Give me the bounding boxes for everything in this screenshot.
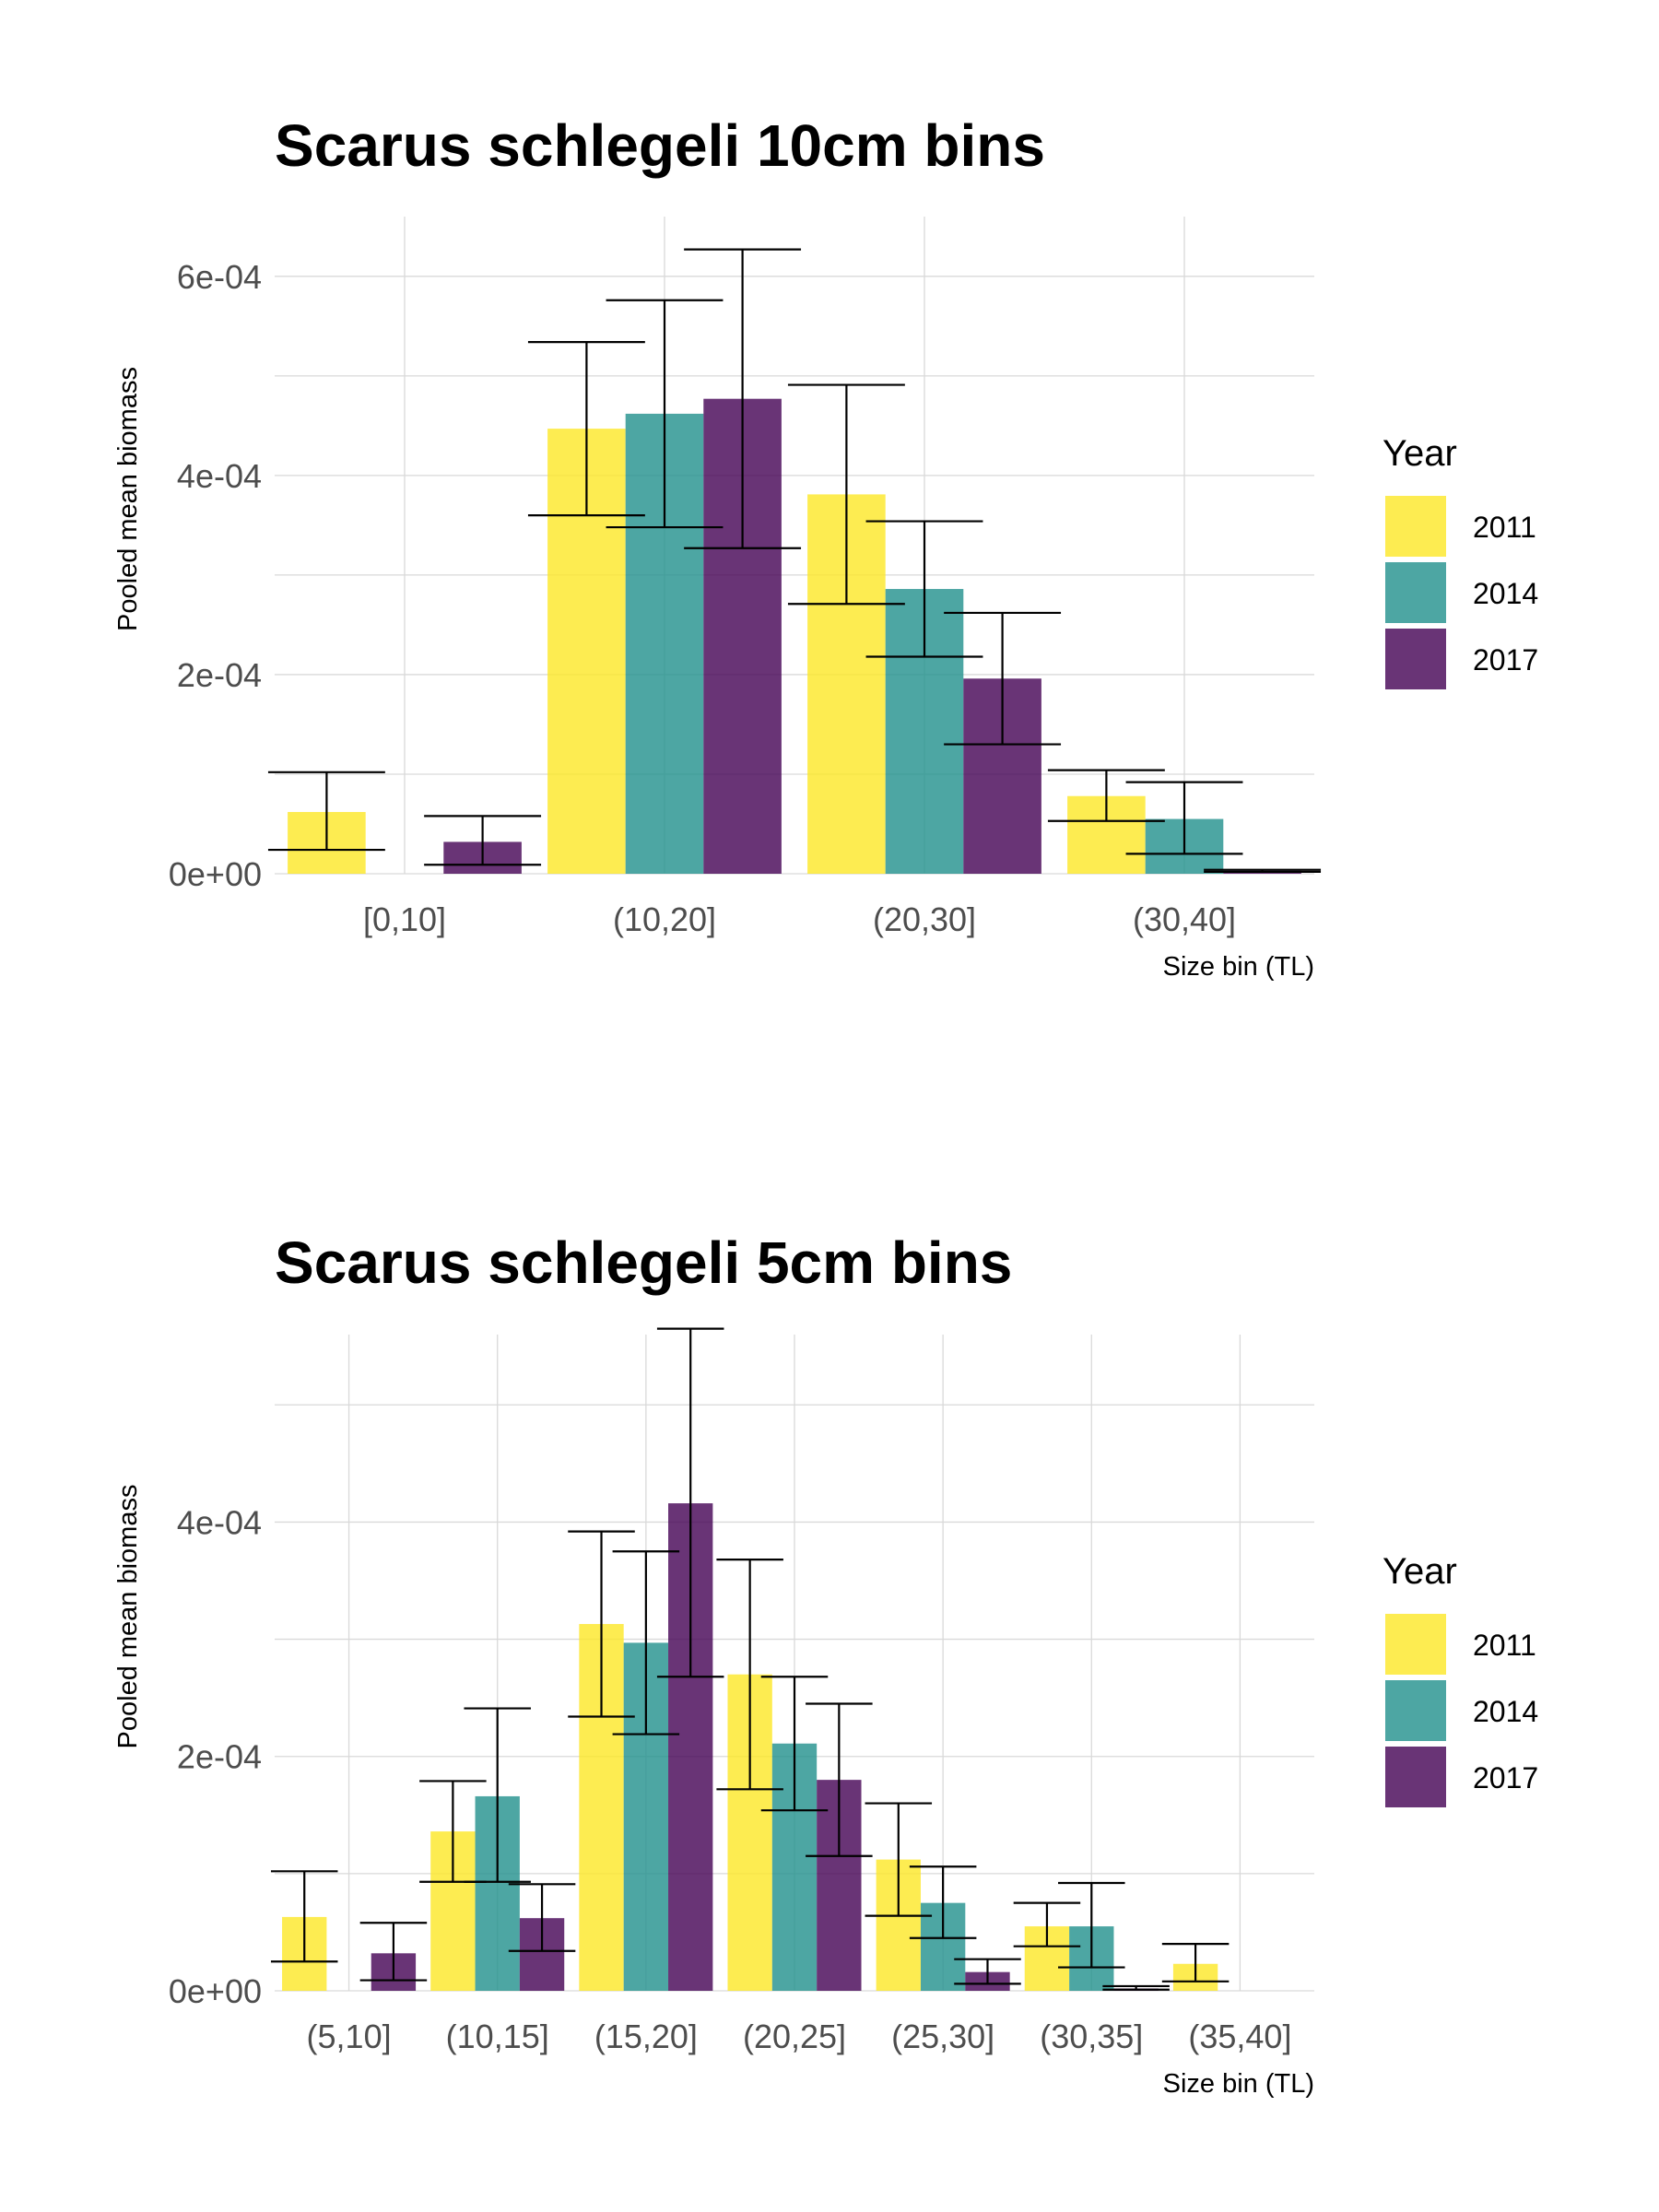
chart-title: Scarus schlegeli 5cm bins xyxy=(275,1230,1012,1296)
error-bar-2011 xyxy=(1161,1943,1230,1983)
error-bar-2011 xyxy=(1047,769,1165,822)
legend: Year 2011 2014 2017 xyxy=(1382,1551,1538,1807)
legend-swatch-2014 xyxy=(1385,1680,1446,1741)
error-bar-2014 xyxy=(606,299,724,529)
x-tick-label: (30,40] xyxy=(1133,900,1236,938)
x-tick-label: (35,40] xyxy=(1188,2018,1291,2055)
error-bar-2014 xyxy=(612,1550,680,1735)
error-bar-2011 xyxy=(270,1870,338,1963)
legend-label: 2017 xyxy=(1473,1761,1538,1794)
y-axis-label: Pooled mean biomass xyxy=(113,367,143,631)
x-tick-label: (25,30] xyxy=(891,2018,994,2055)
error-bar-2011 xyxy=(267,771,385,852)
error-bar-2017 xyxy=(424,815,542,866)
error-bar-2017 xyxy=(508,1883,576,1952)
error-bar-2014 xyxy=(909,1865,977,1939)
legend-title: Year xyxy=(1382,1551,1457,1592)
x-tick-label: (10,15] xyxy=(446,2018,549,2055)
x-tick-label: (5,10] xyxy=(307,2018,392,2055)
error-bar-2017 xyxy=(806,1702,873,1857)
error-bar-2014 xyxy=(464,1707,531,1883)
error-bar-2011 xyxy=(1013,1901,1081,1947)
y-tick-label: 2e-04 xyxy=(177,656,262,694)
y-tick-label: 0e+00 xyxy=(169,1972,262,2010)
error-bar-2017 xyxy=(1204,868,1322,873)
error-bar-2017 xyxy=(684,248,802,549)
legend-label: 2014 xyxy=(1473,1695,1538,1728)
x-tick-label: (15,20] xyxy=(594,2018,698,2055)
legend-swatch-2011 xyxy=(1385,496,1446,557)
error-bar-2014 xyxy=(865,520,983,658)
y-tick-label: 4e-04 xyxy=(177,457,262,495)
y-tick-label: 2e-04 xyxy=(177,1738,262,1776)
y-tick-label: 6e-04 xyxy=(177,258,262,296)
error-bar-2011 xyxy=(865,1802,933,1917)
y-tick-label: 0e+00 xyxy=(169,855,262,893)
legend: Year 2011 2014 2017 xyxy=(1382,433,1538,689)
x-tick-label: (20,30] xyxy=(873,900,976,938)
chart-10cm-bins: 0e+00 2e-04 4e-04 6e-04 [0,10] (10,20] (20,30]… xyxy=(113,112,1538,982)
error-bar-2014 xyxy=(1125,781,1243,855)
x-axis-label: Size bin (TL) xyxy=(1163,2069,1314,2099)
error-bar-2017 xyxy=(1102,1984,1170,1991)
chart-5cm-bins: 0e+00 2e-04 4e-04 (5,10] (10,15] (15,20] (20,2… xyxy=(113,1230,1538,2099)
x-tick-label: (10,20] xyxy=(613,900,716,938)
legend-swatch-2014 xyxy=(1385,562,1446,623)
error-bar-2017 xyxy=(656,1327,724,1678)
legend-label: 2011 xyxy=(1473,1629,1536,1662)
legend-label: 2011 xyxy=(1473,511,1536,544)
legend-title: Year xyxy=(1382,433,1457,474)
legend-swatch-2011 xyxy=(1385,1614,1446,1675)
y-axis-label: Pooled mean biomass xyxy=(113,1485,143,1749)
x-axis-label: Size bin (TL) xyxy=(1163,952,1314,982)
legend-label: 2014 xyxy=(1473,577,1538,610)
legend-label: 2017 xyxy=(1473,643,1538,677)
error-bar-2017 xyxy=(954,1958,1021,1985)
x-tick-label: (30,35] xyxy=(1040,2018,1143,2055)
error-bar-2011 xyxy=(716,1559,783,1791)
error-bar-2014 xyxy=(1058,1881,1125,1969)
chart-title: Scarus schlegeli 10cm bins xyxy=(275,112,1045,179)
error-bar-2011 xyxy=(568,1530,635,1718)
error-bar-2017 xyxy=(359,1922,428,1982)
legend-swatch-2017 xyxy=(1385,1747,1446,1807)
y-tick-label: 4e-04 xyxy=(177,1503,262,1541)
legend-swatch-2017 xyxy=(1385,629,1446,689)
error-bar-2011 xyxy=(787,383,905,606)
x-tick-label: (20,25] xyxy=(743,2018,846,2055)
error-bar-2011 xyxy=(527,341,645,517)
error-bar-2017 xyxy=(944,611,1062,746)
x-tick-label: [0,10] xyxy=(363,900,446,938)
error-bar-2014 xyxy=(760,1676,829,1812)
